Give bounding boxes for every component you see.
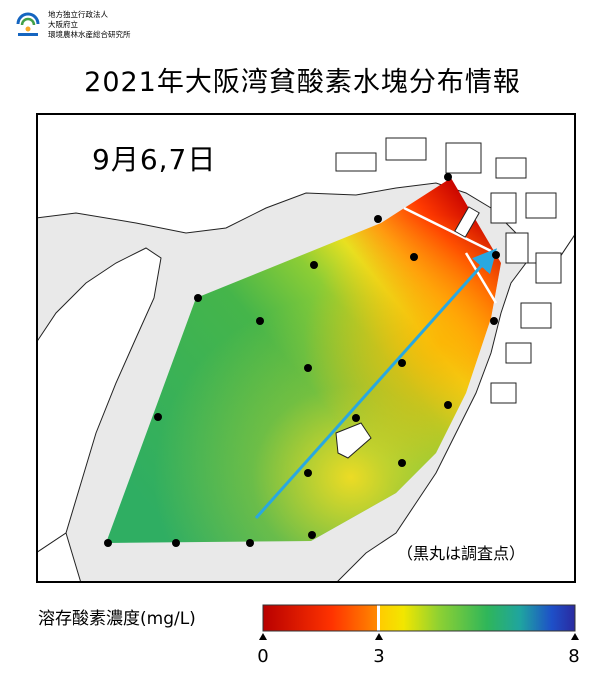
survey-point <box>374 215 382 223</box>
survey-point <box>246 539 254 547</box>
legend-tick-0: 0 <box>257 646 268 667</box>
survey-point <box>104 539 112 547</box>
survey-date: 9月6,7日 <box>92 143 217 176</box>
legend-tick-marker-0 <box>259 633 267 640</box>
survey-point <box>352 414 360 422</box>
contour-3mgL-east <box>464 252 498 304</box>
survey-point <box>304 364 312 372</box>
survey-point <box>304 469 312 477</box>
do-east-overlay <box>106 178 501 543</box>
bay-map <box>36 113 576 583</box>
legend-tick-marker-8 <box>571 633 579 640</box>
survey-point <box>398 459 406 467</box>
pier-structure <box>454 206 480 238</box>
legend-colorbar: 0 3 8 <box>257 604 580 667</box>
port-structures <box>335 137 562 404</box>
survey-point <box>410 253 418 261</box>
survey-point <box>444 401 452 409</box>
org-line-3: 環境農林水産総合研究所 <box>48 30 131 39</box>
survey-point <box>256 317 264 325</box>
artificial-island <box>335 422 372 459</box>
contour-3mgL-north <box>403 206 492 253</box>
legend-bar-low <box>263 605 378 631</box>
survey-point <box>172 539 180 547</box>
survey-points <box>104 173 500 547</box>
legend-threshold-mark <box>377 605 380 631</box>
logo-mark-icon <box>16 12 40 36</box>
survey-point-note: （黒丸は調査点） <box>397 544 526 563</box>
legend-bar-border <box>262 604 576 632</box>
survey-point <box>490 317 498 325</box>
transect-arrow <box>254 248 497 519</box>
org-line-1: 地方独立行政法人 <box>48 10 108 19</box>
survey-point <box>398 359 406 367</box>
land-east <box>335 232 576 583</box>
survey-point <box>154 413 162 421</box>
map-border <box>36 113 576 583</box>
page-title: 2021年大阪湾貧酸素水塊分布情報 <box>84 67 521 98</box>
survey-point <box>444 173 452 181</box>
survey-point <box>310 261 318 269</box>
legend-bar-high <box>380 605 575 631</box>
legend-title: 溶存酸素濃度(mg/L) <box>38 609 196 629</box>
legend-tick-8: 8 <box>568 646 579 667</box>
land-southwest <box>36 532 82 583</box>
awaji-island <box>36 247 162 554</box>
survey-point <box>308 531 316 539</box>
survey-point <box>492 251 500 259</box>
legend-tick-3: 3 <box>373 646 384 667</box>
survey-point <box>194 294 202 302</box>
legend-tick-marker-3 <box>375 633 383 640</box>
org-line-2: 大阪府立 <box>48 20 78 29</box>
organization-logo: 地方独立行政法人 大阪府立 環境農林水産総合研究所 <box>14 10 174 46</box>
